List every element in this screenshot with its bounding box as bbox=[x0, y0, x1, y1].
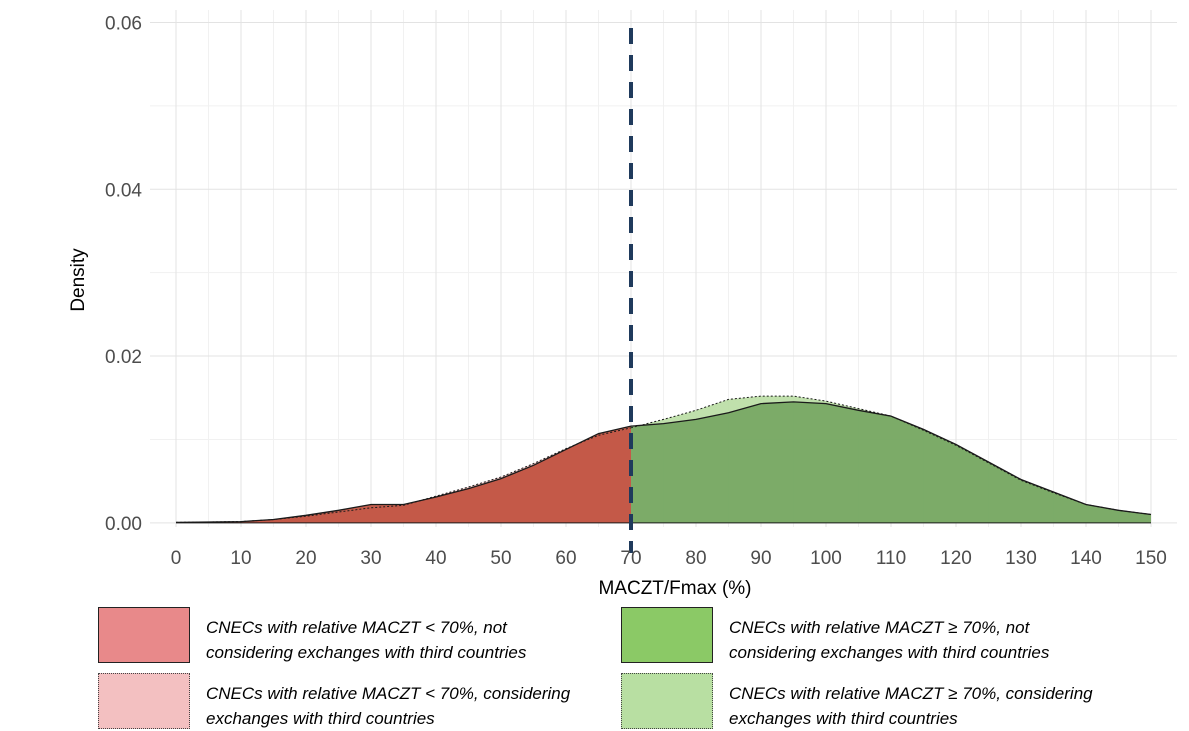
x-tick-label: 130 bbox=[1005, 548, 1037, 569]
x-tick-label: 110 bbox=[876, 548, 906, 569]
legend-item-below-70-considering: CNECs with relative MACZT < 70%, conside… bbox=[98, 673, 606, 731]
legend-swatch bbox=[98, 673, 190, 729]
x-tick-label: 10 bbox=[230, 548, 251, 569]
legend-label: CNECs with relative MACZT < 70%, not con… bbox=[206, 618, 527, 662]
x-tick-label: 40 bbox=[425, 548, 446, 569]
legend-item-above-70-not-considering: CNECs with relative MACZT ≥ 70%, not con… bbox=[621, 607, 1129, 665]
legend-swatch bbox=[621, 607, 713, 663]
y-tick-label: 0.00 bbox=[105, 514, 142, 535]
density-outlines bbox=[175, 395, 1152, 524]
x-tick-label: 0 bbox=[171, 548, 182, 569]
legend-item-below-70-not-considering: CNECs with relative MACZT < 70%, not con… bbox=[98, 607, 606, 665]
legend: CNECs with relative MACZT < 70%, not con… bbox=[0, 600, 1189, 731]
density-chart: 0.00 0.02 0.04 0.06 0 10 20 30 40 50 60 70 80 90 100 1… bbox=[68, 10, 1177, 599]
density-outline-series-2 bbox=[175, 427, 632, 523]
legend-swatch bbox=[98, 607, 190, 663]
y-tick-label: 0.02 bbox=[105, 347, 142, 368]
x-tick-label: 100 bbox=[810, 548, 842, 569]
legend-label: CNECs with relative MACZT < 70%, conside… bbox=[206, 684, 571, 728]
density-areas bbox=[176, 396, 1151, 523]
x-tick-label: 20 bbox=[295, 548, 316, 569]
legend-item-above-70-considering: CNECs with relative MACZT ≥ 70%, conside… bbox=[621, 673, 1129, 731]
x-tick-label: 90 bbox=[750, 548, 771, 569]
density-outline-series-1 bbox=[630, 401, 1152, 516]
density-area-series-0 bbox=[176, 426, 631, 523]
x-tick-label: 80 bbox=[685, 548, 706, 569]
legend-swatch bbox=[621, 673, 713, 729]
x-tick-label: 30 bbox=[360, 548, 381, 569]
x-tick-label: 70 bbox=[620, 548, 641, 569]
x-tick-label: 150 bbox=[1135, 548, 1167, 569]
y-tick-label: 0.06 bbox=[105, 14, 142, 35]
grid-minor bbox=[150, 10, 1177, 527]
y-tick-labels: 0.00 0.02 0.04 0.06 bbox=[105, 14, 142, 535]
y-tick-label: 0.04 bbox=[105, 180, 142, 201]
legend-label: CNECs with relative MACZT ≥ 70%, conside… bbox=[729, 684, 1093, 728]
y-axis-title: Density bbox=[68, 248, 89, 312]
density-area-series-1 bbox=[631, 401, 1151, 523]
x-tick-label: 120 bbox=[940, 548, 972, 569]
density-outline-series-0 bbox=[175, 425, 632, 524]
x-tick-label: 140 bbox=[1070, 548, 1102, 569]
legend-label: CNECs with relative MACZT ≥ 70%, not con… bbox=[729, 618, 1050, 662]
x-tick-label: 60 bbox=[555, 548, 576, 569]
x-axis-title: MACZT/Fmax (%) bbox=[598, 578, 751, 599]
x-tick-label: 50 bbox=[490, 548, 511, 569]
x-tick-labels: 0 10 20 30 40 50 60 70 80 90 100 110 120 130 140 150 bbox=[171, 548, 1167, 569]
